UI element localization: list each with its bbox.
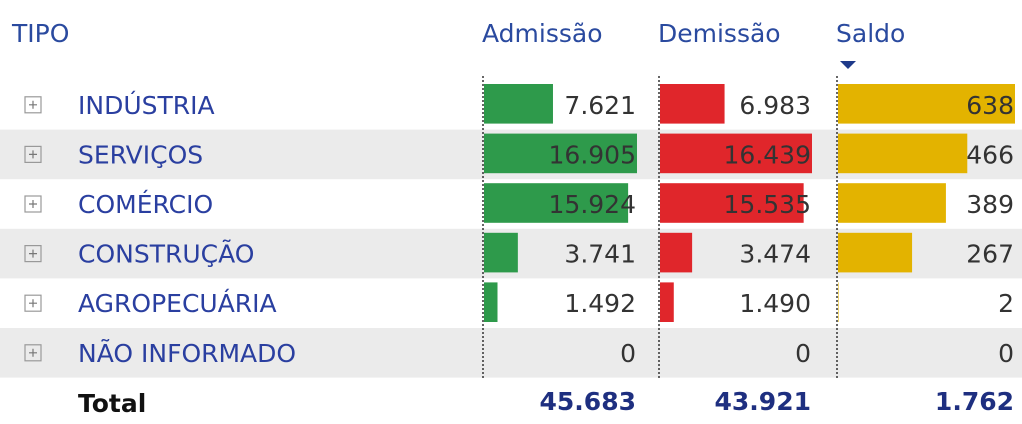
cell-value: 16.905 [549,140,636,169]
cell-value: 466 [966,140,1014,169]
data-bar [660,133,812,174]
cell-value: 389 [966,190,1014,219]
header[interactable]: Admissão [482,19,603,48]
data-bar [484,84,553,124]
sort-arrow [840,61,856,69]
cell-value: 0 [998,339,1014,368]
cell-value: 2 [998,289,1014,318]
expand-plus[interactable] [29,200,37,208]
expand-icon[interactable] [24,195,42,213]
data-bar [660,84,725,124]
cell-value: 7.621 [564,91,636,120]
header[interactable]: Saldo [836,19,905,48]
expand-plus[interactable] [29,150,37,159]
data-bar [484,183,629,223]
data-bar [660,232,693,273]
category: AGROPECUÁRIA [78,289,277,318]
category: INDÚSTRIA [78,90,215,120]
total-label: Total [78,389,146,418]
data-bar [660,183,804,223]
category: CONSTRUÇÃO [78,239,254,269]
cell-value: 0 [620,339,636,368]
total-value: 43.921 [715,387,811,416]
cell-value: 267 [966,240,1014,269]
total-value: 1.762 [935,387,1014,416]
expand-icon[interactable] [24,96,42,114]
header[interactable]: TIPO [11,19,69,48]
header[interactable]: Demissão [658,19,781,48]
expand-plus[interactable] [29,249,37,258]
cell-value: 15.924 [549,190,636,219]
expand-icon[interactable] [24,245,42,263]
cell-value: 16.439 [724,140,811,169]
data-bar [838,282,839,322]
cell-value: 6.983 [739,91,811,120]
data-bar [838,183,946,223]
expand-icon[interactable] [24,145,42,163]
cell-value: 15.535 [724,190,811,219]
expand-plus[interactable] [29,100,37,109]
cell-value: 3.474 [739,240,811,269]
total-value: 45.683 [540,387,636,416]
expand-icon[interactable] [24,344,42,362]
expand-icon[interactable] [24,294,42,312]
cell-value: 0 [795,339,811,368]
cell-value: 3.741 [564,240,636,269]
category: SERVIÇOS [78,140,203,169]
cell-value: 1.492 [564,289,636,318]
data-bar [484,232,518,273]
data-bar [838,133,968,174]
cell-value: 638 [966,91,1014,120]
row-background [0,328,1022,378]
cell-value: 1.490 [739,289,811,318]
data-bar [838,232,913,273]
expand-plus[interactable] [29,348,37,357]
expand-plus[interactable] [29,299,37,308]
category: NÃO INFORMADO [78,338,296,368]
category: COMÉRCIO [78,190,213,219]
data-bar [484,133,637,174]
data-bar [660,282,674,322]
data-bar [838,84,1015,124]
data-bar [484,282,498,322]
